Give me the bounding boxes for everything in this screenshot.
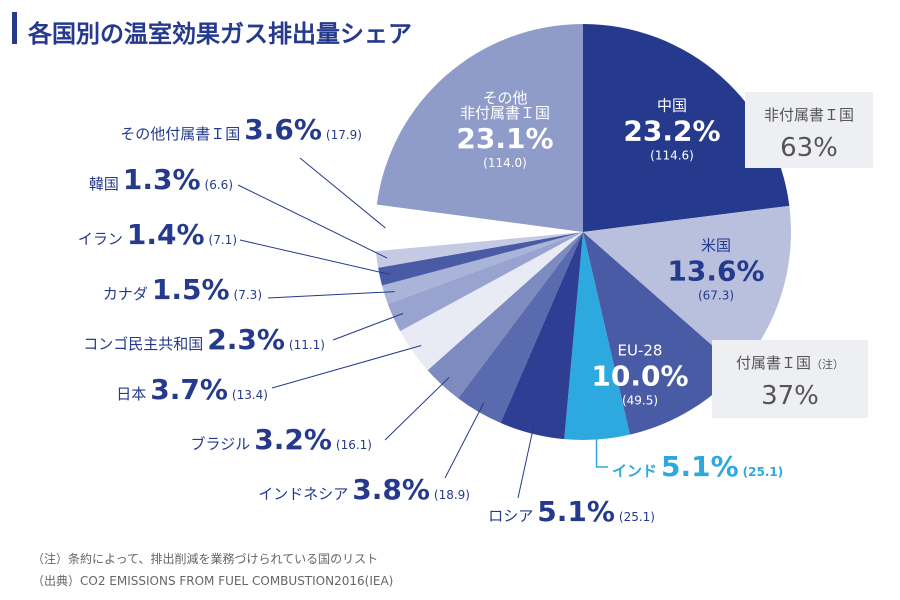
category-label: その他付属書Ｉ国	[120, 125, 241, 143]
amount-label: (7.3)	[233, 288, 262, 302]
group-share: 63%	[780, 133, 838, 163]
category-label: インド	[612, 462, 658, 480]
slice-label: 日本 3.7% (13.4)	[116, 376, 268, 404]
slice-label: ブラジル 3.2% (16.1)	[191, 426, 372, 454]
value-label: 3.2%	[254, 423, 332, 456]
leader-line	[384, 377, 450, 441]
category-label: ロシア	[488, 507, 534, 525]
pie-slice	[500, 232, 583, 440]
category-label: ブラジル	[190, 435, 251, 453]
leader-line	[332, 313, 404, 341]
pie-slice	[427, 232, 583, 399]
value-label: 5.1%	[537, 495, 615, 528]
leader-line	[444, 402, 485, 479]
pie-slice	[387, 232, 583, 332]
category-label: その他 非付属書Ｉ国	[459, 89, 551, 122]
category-label: 韓国	[88, 175, 119, 193]
category-label: 日本	[116, 385, 147, 403]
category-label: カナダ	[102, 285, 148, 303]
amount-label: (49.5)	[621, 393, 659, 408]
slice-label: ロシア 5.1% (25.1)	[488, 498, 655, 526]
value-label: 13.6%	[667, 254, 765, 288]
slice-label: 中国 23.2% (114.6)	[623, 95, 720, 166]
pie-slice	[564, 232, 630, 441]
leader-line	[237, 184, 388, 259]
amount-label: (17.9)	[325, 128, 362, 142]
value-label: 3.6%	[244, 113, 322, 146]
leader-line	[271, 345, 422, 389]
value-label: 1.5%	[151, 273, 230, 306]
pie-slice	[583, 205, 791, 370]
group-name: 付属書Ｉ国（注）	[712, 352, 868, 373]
amount-label: (11.1)	[288, 338, 325, 352]
slice-label: インド 5.1% (25.1)	[612, 453, 783, 481]
chart-title: 各国別の温室効果ガス排出量シェア	[28, 20, 412, 48]
amount-label: (6.6)	[204, 178, 233, 192]
amount-label: (16.1)	[335, 438, 372, 452]
amount-label: (13.4)	[231, 388, 268, 402]
group-label: 付属書Ｉ国	[735, 354, 811, 372]
pie-slice	[376, 23, 583, 233]
value-label: 5.1%	[661, 450, 739, 483]
value-label: 23.2%	[623, 114, 721, 148]
group-box: 付属書Ｉ国（注） 37%	[712, 340, 868, 418]
slice-label: カナダ 1.5% (7.3)	[103, 276, 262, 304]
value-label: 3.8%	[352, 473, 430, 506]
leader-line	[239, 239, 391, 275]
slice-label: その他付属書Ｉ国 3.6% (17.9)	[120, 116, 362, 144]
category-label: 米国	[700, 236, 732, 255]
note: （出典）CO2 EMISSIONS FROM FUEL COMBUSTION20…	[32, 574, 394, 588]
slice-label: その他 非付属書Ｉ国 23.1% (114.0)	[456, 87, 553, 173]
title-bar	[12, 12, 17, 44]
value-label: 2.3%	[207, 323, 285, 356]
category-label: EU-28	[617, 341, 663, 360]
group-name: 非付属書Ｉ国	[763, 106, 854, 124]
group-box: 非付属書Ｉ国 63%	[745, 92, 873, 168]
value-label: 1.3%	[122, 163, 201, 196]
amount-label: (114.6)	[650, 148, 694, 163]
slice-label: EU-28 10.0% (49.5)	[591, 340, 688, 411]
note-mark: （注）	[811, 358, 844, 371]
pie-slice	[375, 232, 583, 268]
pie-slice	[583, 232, 740, 435]
slice-label: 米国 13.6% (67.3)	[667, 235, 764, 306]
category-label: コンゴ民主共和国	[83, 335, 204, 353]
pie-slice	[374, 204, 583, 252]
note: （注）条約によって、排出削減を業務づけられている国のリスト	[32, 552, 379, 566]
slice-label: 韓国 1.3% (6.6)	[89, 166, 233, 194]
amount-label: (25.1)	[742, 465, 784, 479]
amount-label: (18.9)	[433, 488, 470, 502]
category-label: インドネシア	[258, 485, 349, 503]
leader-line	[299, 157, 386, 229]
value-label: 3.7%	[150, 373, 228, 406]
slice-label: イラン 1.4% (7.1)	[78, 221, 237, 249]
leader-line	[517, 423, 535, 499]
slice-label: コンゴ民主共和国 2.3% (11.1)	[83, 326, 325, 354]
value-label: 10.0%	[591, 359, 689, 393]
slice-label: インドネシア 3.8% (18.9)	[258, 476, 470, 504]
category-label: 中国	[656, 96, 688, 115]
pie-slice	[458, 232, 583, 423]
leader-line	[595, 429, 608, 468]
leader-line	[267, 291, 395, 299]
pie-slice	[381, 232, 583, 304]
amount-label: (25.1)	[618, 510, 655, 524]
amount-label: (7.1)	[208, 233, 237, 247]
pie-slice	[400, 232, 583, 371]
value-label: 23.1%	[456, 122, 554, 155]
amount-label: (114.0)	[483, 156, 527, 170]
amount-label: (67.3)	[697, 288, 735, 303]
group-share: 37%	[761, 381, 819, 411]
pie-slice	[583, 24, 790, 232]
value-label: 1.4%	[126, 218, 205, 251]
category-label: イラン	[77, 230, 123, 248]
pie-slice	[378, 232, 583, 286]
